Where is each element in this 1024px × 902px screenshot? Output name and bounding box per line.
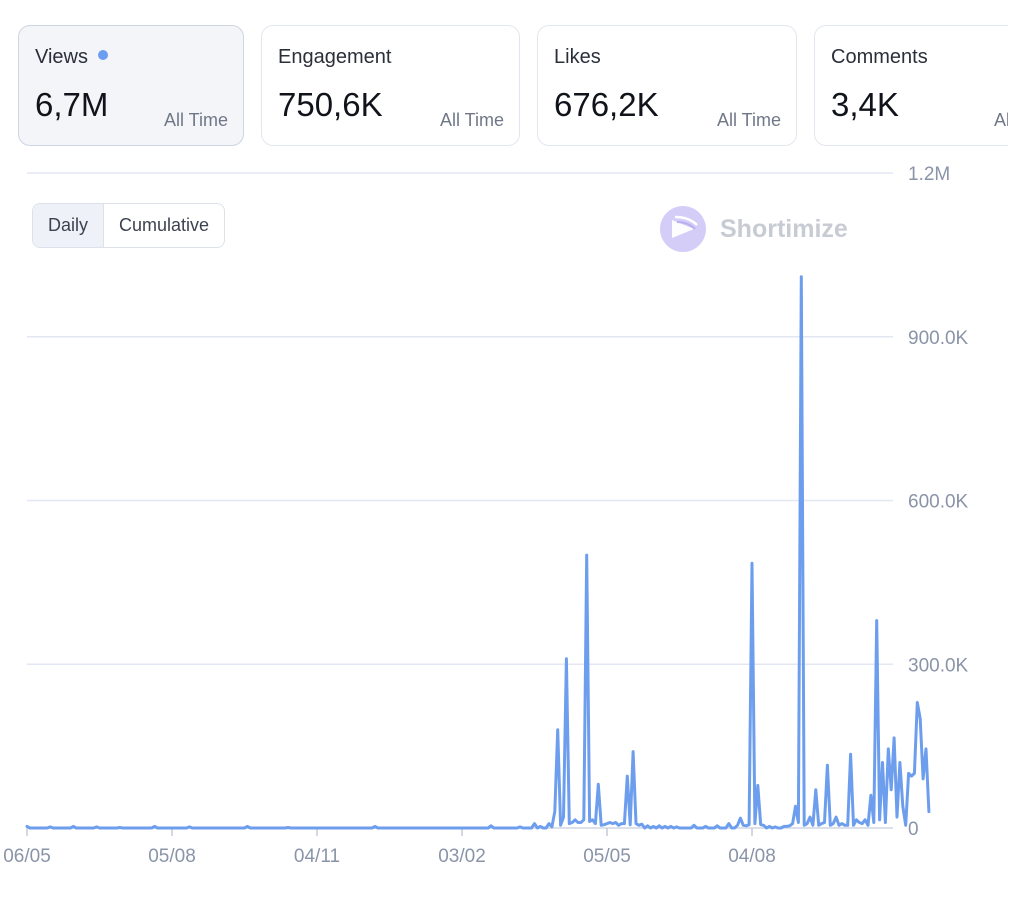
metric-card-comments[interactable]: Comments 3,4K All Time [814, 25, 1008, 146]
card-label: Likes [554, 46, 601, 68]
metric-card-views[interactable]: Views 6,7M All Time [18, 25, 244, 146]
card-value: 6,7M [35, 86, 109, 123]
card-label: Views [35, 46, 108, 69]
y-tick-label: 900.0K [908, 328, 969, 349]
views-line [25, 275, 931, 830]
card-value: 3,4K [831, 86, 899, 123]
x-tick-label: 05/05 [583, 846, 631, 867]
cumulative-toggle-button[interactable]: Cumulative [119, 215, 210, 235]
card-label: Engagement [278, 46, 392, 68]
card-period: All Time [716, 110, 781, 130]
y-axis-labels: 0 300.0K 600.0K 900.0K 1.2M [908, 164, 969, 840]
x-tick-label: 04/11 [294, 846, 340, 867]
metric-card-likes[interactable]: Likes 676,2K All Time [537, 25, 797, 146]
x-axis: 06/05 05/08 04/11 03/02 05/05 04/08 [3, 827, 893, 867]
y-tick-label: 1.2M [908, 164, 950, 185]
card-period: All Time [439, 110, 504, 130]
x-tick-label: 05/08 [148, 846, 196, 867]
metric-cards: Views 6,7M All Time Engagement 750,6K Al… [0, 0, 1008, 160]
watermark-text: Shortimize [720, 214, 848, 243]
y-tick-label: 600.0K [908, 492, 969, 513]
card-period: All Time [163, 110, 228, 130]
active-dot-icon [98, 50, 108, 60]
views-series [25, 275, 931, 830]
y-tick-label: 0 [908, 819, 919, 840]
card-label: Comments [831, 46, 928, 68]
daily-toggle-button[interactable]: Daily [33, 204, 105, 247]
view-mode-toggle[interactable]: Daily Cumulative [32, 203, 226, 248]
shortimize-logo-icon [660, 206, 706, 252]
x-tick-label: 03/02 [438, 846, 486, 867]
metric-card-engagement[interactable]: Engagement 750,6K All Time [261, 25, 520, 146]
card-value: 676,2K [554, 86, 659, 123]
y-tick-label: 300.0K [908, 655, 969, 676]
card-period: All Time [993, 110, 1008, 130]
x-tick-label: 06/05 [3, 846, 51, 867]
x-tick-label: 04/08 [728, 846, 776, 867]
chart-grid [27, 172, 893, 829]
watermark: Shortimize [660, 206, 848, 252]
card-value: 750,6K [278, 86, 383, 123]
